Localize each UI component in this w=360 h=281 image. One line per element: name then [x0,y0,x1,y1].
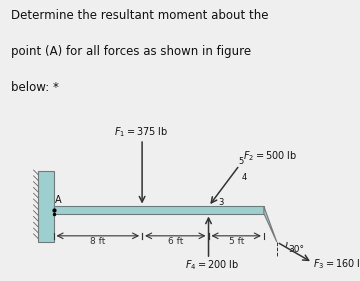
Text: point (A) for all forces as shown in figure: point (A) for all forces as shown in fig… [11,45,251,58]
Text: 5 ft: 5 ft [229,237,244,246]
Text: below: *: below: * [11,81,59,94]
Bar [54,207,264,214]
Text: $F_4 = 200$ lb: $F_4 = 200$ lb [185,258,240,272]
Text: 6 ft: 6 ft [168,237,183,246]
Text: 4: 4 [242,173,247,182]
Text: 8 ft: 8 ft [90,237,105,246]
Bar [38,171,54,242]
Text: $F_1 = 375$ lb: $F_1 = 375$ lb [114,125,168,139]
Polygon shape [264,207,277,242]
Text: 5: 5 [238,157,243,166]
Text: Determine the resultant moment about the: Determine the resultant moment about the [11,9,268,22]
Text: 30°: 30° [288,245,305,254]
Text: $F_2 = 500$ lb: $F_2 = 500$ lb [243,149,298,162]
Text: 3: 3 [218,198,223,207]
Text: A: A [55,195,62,205]
Text: $F_3 = 160$ lb: $F_3 = 160$ lb [313,257,360,271]
